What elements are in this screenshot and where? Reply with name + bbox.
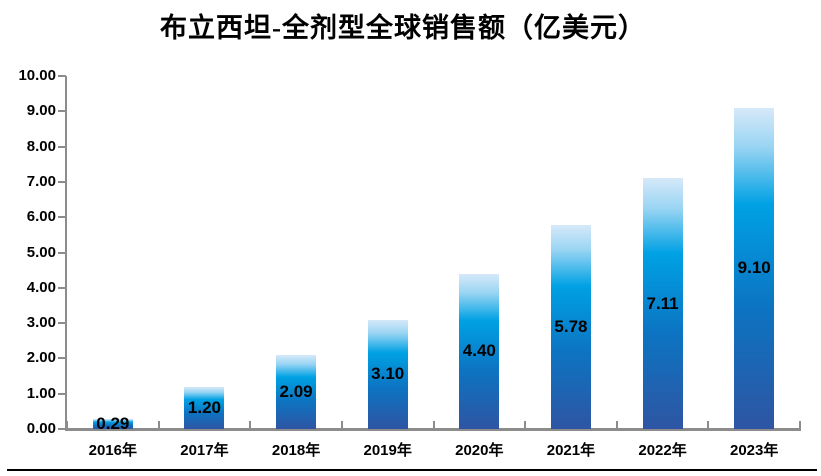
y-axis-tick-label: 7.00 <box>26 172 56 190</box>
x-axis-tick-mark <box>157 421 160 428</box>
x-axis-category-label: 2017年 <box>180 442 229 459</box>
y-axis-tick-mark <box>58 428 66 430</box>
y-axis-tick-mark <box>58 145 66 148</box>
x-axis-category-label: 2018年 <box>271 442 321 459</box>
x-axis-category-label: 2022年 <box>638 442 687 459</box>
x-axis-tick-mark <box>249 421 252 428</box>
x-axis-tick-mark <box>707 421 710 428</box>
y-axis-tick-mark <box>58 251 66 254</box>
x-axis-tick-mark <box>799 421 801 428</box>
y-axis-tick-label: 5.00 <box>26 243 56 261</box>
y-axis-tick-label: 3.00 <box>26 314 56 332</box>
y-axis-tick-label: 0.00 <box>26 420 56 437</box>
bar-value-label: 3.10 <box>371 364 405 384</box>
y-axis-tick-mark <box>58 216 66 219</box>
bar-2018年 <box>276 355 317 429</box>
y-axis-tick-mark <box>58 392 66 395</box>
x-axis-category-label: 2019年 <box>363 442 412 459</box>
y-axis-tick-mark <box>58 180 66 183</box>
bar-value-label: 0.29 <box>96 413 130 433</box>
y-axis-tick-label: 6.00 <box>26 208 56 226</box>
bar-2020年 <box>459 273 500 429</box>
y-axis-tick-mark <box>58 286 66 289</box>
bar-value-label: 4.40 <box>462 341 496 361</box>
y-axis-tick-label: 1.00 <box>26 384 56 402</box>
y-axis-tick-label: 10.00 <box>18 67 56 84</box>
x-axis-line <box>65 428 801 431</box>
bar-value-label: 1.20 <box>187 397 221 417</box>
bar-2023年 <box>734 107 775 429</box>
y-axis-tick-mark <box>58 357 66 360</box>
y-axis-tick-mark <box>58 75 66 77</box>
y-axis-tick-label: 8.00 <box>26 137 56 155</box>
bar-value-label: 7.11 <box>646 293 679 313</box>
x-axis-tick-mark <box>66 421 68 428</box>
y-axis-tick-label: 9.00 <box>26 102 56 120</box>
y-axis-line <box>65 76 67 431</box>
x-axis-category-label: 2021年 <box>546 442 596 459</box>
chart-title: 布立西坦-全剂型全球销售额（亿美元） <box>160 13 646 43</box>
x-axis-category-label: 2023年 <box>730 442 779 459</box>
x-axis-category-label: 2016年 <box>88 442 137 459</box>
y-axis-tick-label: 4.00 <box>26 278 56 296</box>
x-axis-tick-mark <box>615 421 618 428</box>
bar-value-label: 2.09 <box>279 382 313 402</box>
y-axis-tick-label: 2.00 <box>26 349 56 367</box>
bar-2021年 <box>550 224 591 429</box>
x-axis-tick-mark <box>340 421 343 428</box>
bar-value-label: 9.10 <box>737 258 771 278</box>
bar-2017年 <box>184 386 225 429</box>
x-axis-tick-mark <box>524 421 527 428</box>
y-axis-tick-mark <box>58 322 66 325</box>
bar-2016年 <box>92 418 133 429</box>
bar-value-label: 5.78 <box>554 316 588 336</box>
bar-2019年 <box>367 319 408 429</box>
chart-bottom-border <box>7 469 817 471</box>
y-axis-tick-mark <box>58 110 66 113</box>
x-axis-category-label: 2020年 <box>455 442 504 459</box>
x-axis-tick-mark <box>432 421 435 428</box>
bar-2022年 <box>642 178 683 429</box>
